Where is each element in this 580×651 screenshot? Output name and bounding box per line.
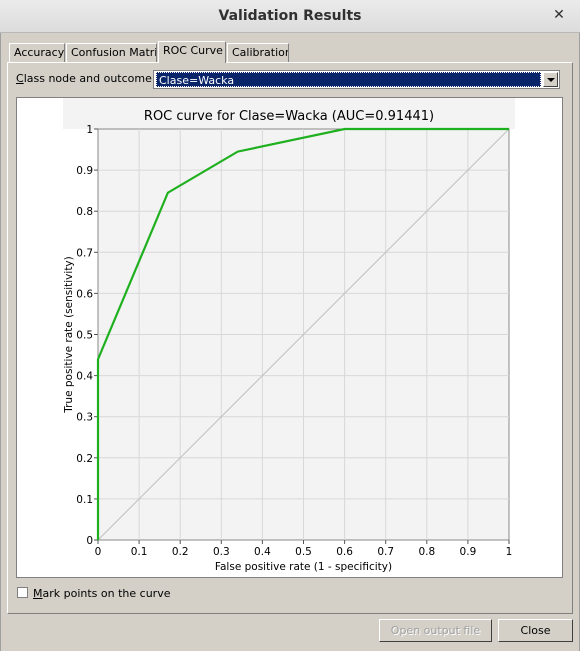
tab-panel: [7, 62, 573, 614]
diagonal-reference-line: [97, 128, 510, 541]
y-tick-label: 0.4: [76, 371, 93, 383]
x-tick-label: 0.4: [254, 546, 271, 558]
y-tick-label: 0.5: [76, 330, 93, 342]
mark-points-checkbox[interactable]: [17, 587, 28, 598]
close-icon[interactable]: ✕: [553, 7, 565, 23]
tab-calibration[interactable]: Calibratior: [227, 43, 289, 62]
chevron-down-icon[interactable]: [543, 72, 558, 87]
chart-title-background: [63, 98, 515, 129]
y-tick-label: 0.9: [76, 165, 93, 177]
roc-curve-line: [96, 127, 509, 540]
y-tick-label: 0: [86, 535, 93, 547]
y-tick-label: 1: [86, 124, 93, 136]
mark-points-label: Mark points on the curve: [33, 587, 171, 600]
tab-accuracy[interactable]: Accuracy: [9, 43, 65, 62]
tab-confusion-matrix[interactable]: Confusion Matri: [66, 43, 157, 62]
roc-chart-svg: 0 0.1 0.2 0.3 0.4 0.5 0.6 0.7 0.8 0.9 1 0 0.1 0.2 0.3 0…: [63, 98, 515, 573]
chart-title: ROC curve for Clase=Wacka (AUC=0.91441): [144, 109, 434, 124]
x-tick-label: 1: [506, 546, 513, 558]
class-node-select[interactable]: Clase=Wacka: [153, 70, 560, 89]
class-node-selected-value: Clase=Wacka: [156, 72, 541, 87]
y-tick-label: 0.1: [76, 494, 93, 506]
roc-chart: 0 0.1 0.2 0.3 0.4 0.5 0.6 0.7 0.8 0.9 1 0 0.1 0.2 0.3 0…: [16, 97, 563, 578]
x-tick-label: 0.6: [336, 546, 353, 558]
title-bar: Validation Results ✕: [0, 0, 580, 33]
tab-roc-curve[interactable]: ROC Curve: [158, 41, 226, 63]
x-tick-label: 0.1: [131, 546, 148, 558]
x-tick-label: 0.9: [460, 546, 477, 558]
x-tick-label: 0.2: [172, 546, 189, 558]
x-axis-label: False positive rate (1 - specificity): [215, 561, 392, 573]
y-axis-label: True positive rate (sensitivity): [63, 256, 75, 414]
close-button[interactable]: Close: [498, 619, 573, 642]
y-tick-label: 0.8: [76, 206, 93, 218]
window-title: Validation Results: [218, 8, 362, 24]
x-tick-label: 0: [95, 546, 102, 558]
y-tick-label: 0.7: [76, 247, 93, 259]
x-tick-label: 0.8: [418, 546, 435, 558]
y-tick-label: 0.6: [76, 288, 93, 300]
open-output-file-button[interactable]: Open output file: [379, 619, 492, 642]
x-tick-label: 0.3: [213, 546, 230, 558]
y-tick-label: 0.3: [76, 412, 93, 424]
x-tick-label: 0.7: [377, 546, 394, 558]
x-tick-label: 0.5: [295, 546, 312, 558]
y-tick-label: 0.2: [76, 453, 93, 465]
class-node-label: Class node and outcome: [16, 72, 152, 85]
